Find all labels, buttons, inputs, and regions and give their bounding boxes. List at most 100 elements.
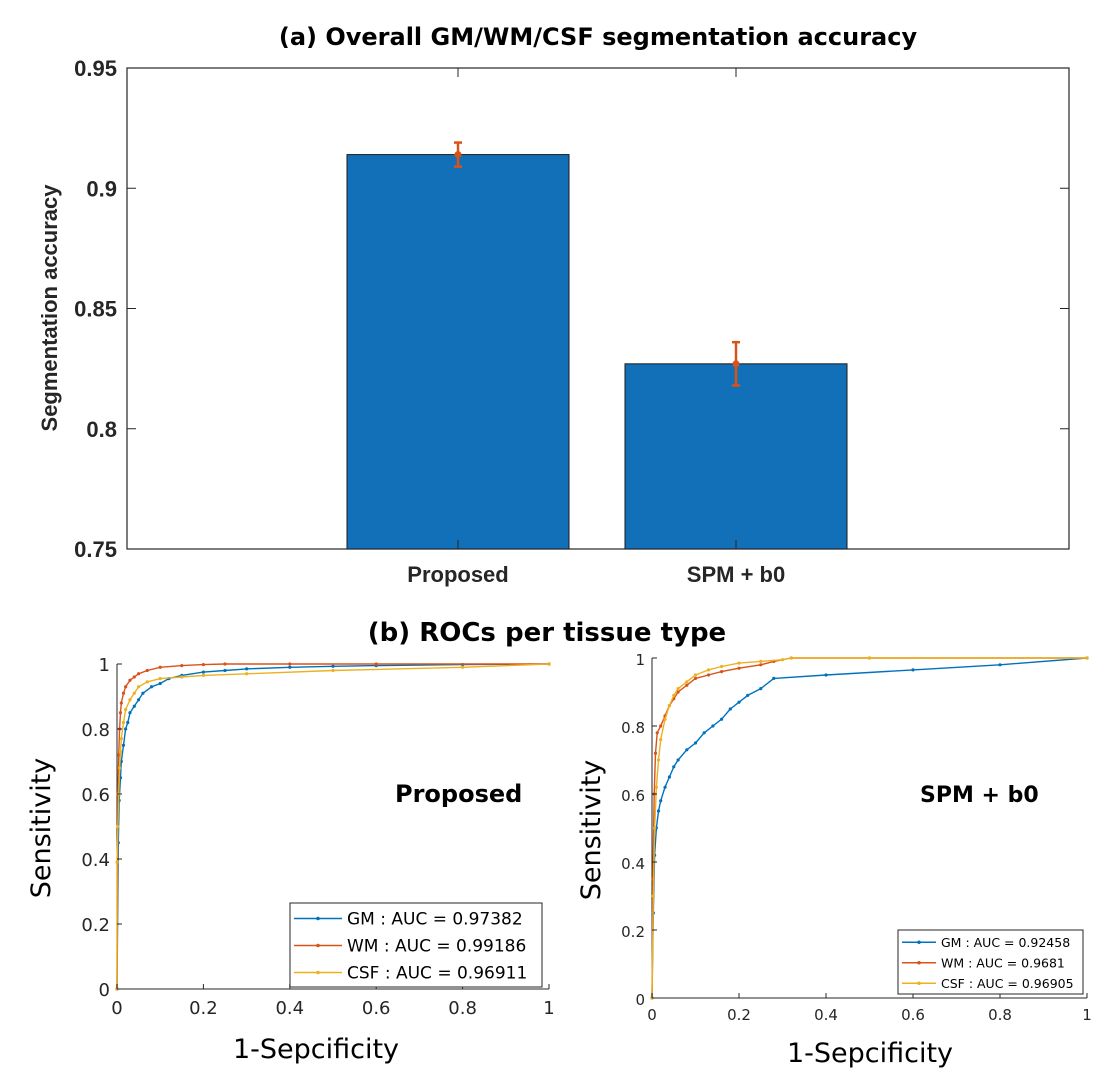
roc-point-gm — [331, 664, 335, 668]
roc-point-csf — [672, 693, 676, 698]
roc-point-csf — [121, 720, 126, 725]
roc-point-csf — [115, 860, 119, 864]
bar-spm-b0 — [624, 363, 848, 550]
roc-point-gm — [702, 731, 706, 735]
roc-proposed-annotation: Proposed — [395, 780, 522, 808]
x-tick-label: 0.8 — [988, 1006, 1012, 1024]
roc-point-csf — [759, 659, 763, 664]
roc-point-wm — [655, 731, 659, 735]
legend-marker-wm — [917, 960, 921, 965]
y-tick-label: 0.4 — [621, 855, 645, 873]
y-tick-label: 0.95 — [74, 56, 117, 81]
roc-point-csf — [654, 785, 658, 789]
roc-point-csf — [867, 656, 872, 660]
roc-point-gm — [124, 727, 128, 731]
roc-point-wm — [659, 724, 663, 728]
roc-spm-curves — [650, 656, 1089, 1000]
roc-point-gm — [149, 685, 154, 689]
roc-point-wm — [223, 662, 227, 666]
x-tick-label: 0.2 — [727, 1006, 751, 1024]
roc-point-gm — [245, 667, 249, 671]
roc-point-gm — [137, 698, 141, 702]
roc-point-gm — [672, 765, 676, 769]
roc-point-csf — [663, 717, 667, 721]
roc-point-gm — [667, 775, 672, 779]
roc-point-gm — [685, 748, 689, 752]
error-mean-marker — [454, 151, 462, 159]
roc-point-csf — [245, 672, 249, 676]
y-tick-label: 0.8 — [81, 720, 110, 741]
roc-point-csf — [656, 758, 661, 762]
legend-entry-wm: WM : AUC = 0.9681 — [941, 955, 1065, 970]
roc-spm-x-label: 1-Sepcificity — [787, 1038, 953, 1069]
roc-point-csf — [547, 662, 551, 666]
roc-point-wm — [759, 663, 763, 667]
roc-point-csf — [116, 824, 120, 829]
roc-spm-ticks: 0 0.2 0.4 0.6 0.8 1 0 0.2 0.4 0.6 0.8 1 — [621, 651, 1092, 1024]
roc-point-csf — [119, 737, 123, 741]
roc-point-csf — [128, 698, 132, 702]
bar-chart-x-ticks: Proposed SPM + b0 — [407, 68, 785, 587]
roc-point-csf — [180, 675, 184, 679]
roc-point-csf — [676, 687, 680, 691]
roc-curve-csf — [116, 663, 550, 989]
bar-chart-title: (a) Overall GM/WM/CSF segmentation accur… — [279, 23, 918, 51]
roc-point-gm — [656, 809, 661, 813]
y-tick-label: 0.8 — [86, 417, 117, 442]
roc-point-wm — [374, 662, 378, 666]
x-tick-label: 0.6 — [901, 1006, 925, 1024]
roc-point-gm — [728, 707, 732, 711]
legend-marker-gm — [316, 916, 320, 921]
x-tick-label: 0.8 — [448, 998, 477, 1019]
roc-point-gm — [201, 670, 205, 674]
legend-entry-wm: WM : AUC = 0.99186 — [347, 937, 526, 957]
x-tick-label: 0.4 — [814, 1006, 838, 1024]
roc-chart-proposed: 0 0.2 0.4 0.6 0.8 1 0 0.2 0.4 0.6 0.8 1 Proposed 1-… — [26, 655, 555, 1065]
roc-point-csf — [780, 658, 785, 662]
roc-point-gm — [126, 720, 130, 725]
roc-point-wm — [132, 675, 136, 679]
legend-entry-csf: CSF : AUC = 0.96905 — [941, 976, 1074, 991]
y-tick-label: 0.75 — [74, 537, 117, 562]
roc-spm-legend: GM : AUC = 0.92458 WM : AUC = 0.9681 CSF :… — [897, 929, 1084, 995]
roc-point-csf — [693, 673, 698, 677]
roc-point-wm — [180, 664, 184, 668]
legend-entry-csf: CSF : AUC = 0.96911 — [347, 964, 527, 984]
y-tick-label: 0 — [99, 980, 110, 1001]
roc-point-wm — [685, 683, 689, 687]
legend-marker-csf — [917, 981, 921, 986]
roc-point-gm — [676, 758, 680, 762]
roc-proposed-ticks: 0 0.2 0.4 0.6 0.8 1 0 0.2 0.4 0.6 0.8 1 — [81, 655, 554, 1019]
roc-point-wm — [137, 672, 141, 676]
legend-entry-gm: GM : AUC = 0.97382 — [347, 910, 523, 930]
legend-marker-wm — [316, 943, 320, 948]
bar-proposed — [346, 154, 570, 550]
roc-curve-csf — [651, 657, 1087, 999]
roc-point-gm — [158, 681, 162, 686]
roc-point-gm — [693, 741, 698, 745]
roc-point-gm — [737, 700, 741, 704]
roc-point-csf — [1085, 656, 1089, 660]
roc-point-csf — [737, 661, 741, 665]
roc-point-wm — [653, 751, 658, 755]
roc-point-gm — [746, 693, 750, 698]
x-tick-label: 1 — [543, 998, 554, 1019]
roc-point-gm — [911, 668, 915, 672]
roc-point-gm — [141, 691, 145, 695]
roc-curve-gm — [651, 657, 1088, 999]
roc-point-wm — [737, 666, 741, 670]
roc-point-wm — [128, 678, 132, 682]
roc-point-gm — [759, 687, 763, 691]
roc-point-gm — [720, 717, 724, 721]
x-tick-label: 0.4 — [275, 998, 304, 1019]
bar-chart-marks — [346, 141, 848, 550]
y-tick-label: 1 — [99, 655, 110, 676]
roc-point-csf — [124, 707, 128, 712]
y-tick-label: 0.6 — [621, 787, 645, 805]
roc-point-wm — [693, 676, 698, 681]
error-mean-marker — [732, 360, 740, 368]
roc-chart-spm-b0: 0 0.2 0.4 0.6 0.8 1 0 0.2 0.4 0.6 0.8 1 SPM + b0 1-… — [576, 651, 1092, 1069]
roc-curve-gm — [116, 663, 550, 990]
bar-chart-y-ticks: 0.75 0.8 0.85 0.9 0.95 — [74, 56, 1069, 562]
roc-point-wm — [119, 701, 123, 705]
